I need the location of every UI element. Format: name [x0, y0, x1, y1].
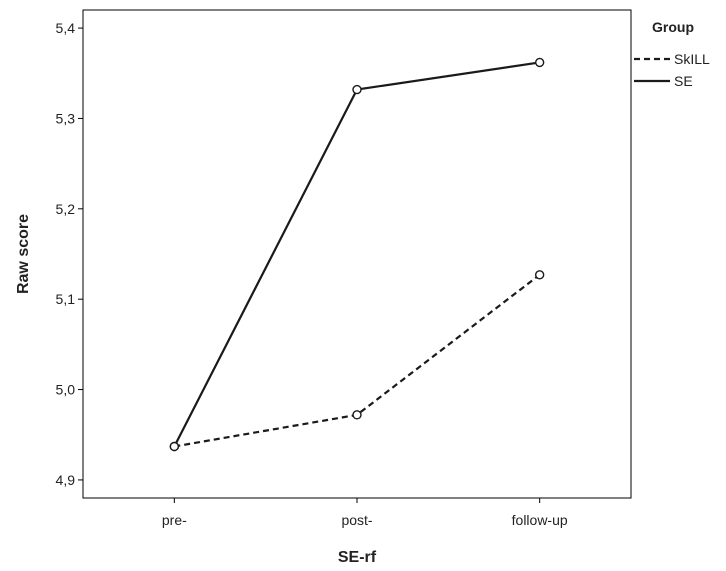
y-tick-label: 5,1 — [56, 291, 76, 307]
y-tick-label: 5,3 — [56, 110, 76, 126]
series-se — [169, 57, 545, 452]
x-tick-label: post- — [341, 512, 372, 528]
x-axis-title: SE-rf — [338, 549, 377, 566]
legend-label: SkILL — [674, 51, 710, 67]
y-tick-label: 5,2 — [56, 201, 76, 217]
y-tick-label: 5,4 — [56, 20, 76, 36]
data-point — [534, 57, 545, 68]
y-axis: 4,9 5,0 5,1 5,2 5,3 5,4 — [56, 20, 83, 488]
data-point — [352, 84, 362, 95]
legend: Group SkILL SE — [634, 19, 710, 89]
data-point — [352, 410, 362, 420]
data-point — [534, 270, 545, 280]
x-tick-label: pre- — [162, 512, 187, 528]
y-tick-label: 5,0 — [56, 382, 76, 398]
y-tick-label: 4,9 — [56, 472, 76, 488]
legend-label: SE — [674, 73, 693, 89]
series-layer — [169, 57, 545, 452]
x-axis: pre-post-follow-up — [162, 498, 568, 528]
legend-title: Group — [652, 19, 694, 35]
x-tick-label: follow-up — [512, 512, 568, 528]
y-axis-title: Raw score — [15, 214, 32, 294]
data-point — [169, 441, 180, 452]
